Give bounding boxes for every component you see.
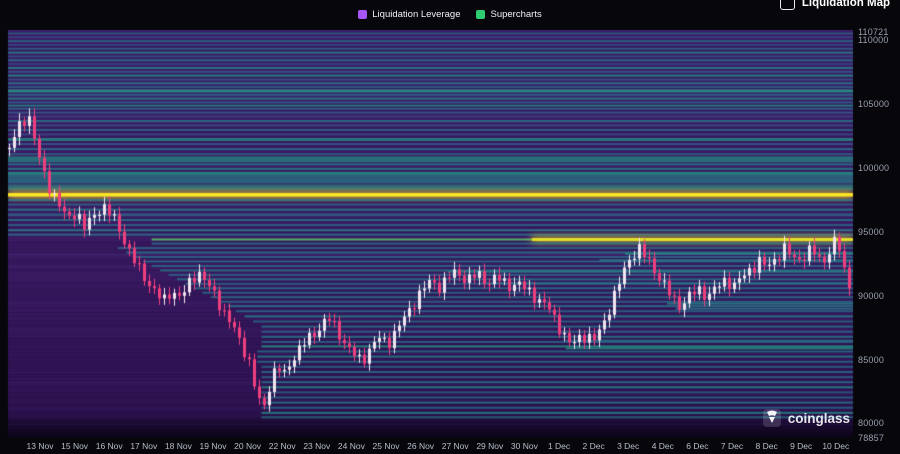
date-label: 17 Nov xyxy=(130,441,158,451)
date-label: 20 Nov xyxy=(234,441,262,451)
price-label: 80000 xyxy=(858,418,885,429)
price-label: 95000 xyxy=(858,226,885,237)
liquidation-map-label: Liquidation Map xyxy=(801,0,890,9)
date-label: 27 Nov xyxy=(441,441,469,451)
price-label: 78857 xyxy=(858,433,885,443)
date-label: 24 Nov xyxy=(337,441,365,451)
liquidation-map-toggle[interactable]: Liquidation Map xyxy=(779,0,890,10)
date-label: 8 Dec xyxy=(755,441,778,451)
coinglass-watermark: coinglass xyxy=(762,408,850,428)
date-label: 29 Nov xyxy=(476,441,504,451)
date-label: 4 Dec xyxy=(651,441,674,451)
date-label: 13 Nov xyxy=(26,441,54,451)
date-label: 7 Dec xyxy=(720,441,744,451)
date-label: 1 Dec xyxy=(547,441,571,451)
date-label: 22 Nov xyxy=(268,441,296,451)
checkbox-icon[interactable] xyxy=(779,0,795,10)
date-label: 16 Nov xyxy=(95,441,123,451)
date-label: 25 Nov xyxy=(372,441,400,451)
date-label: 6 Dec xyxy=(686,441,709,451)
coinglass-text: coinglass xyxy=(787,410,850,426)
date-label: 18 Nov xyxy=(164,441,192,451)
price-label: 85000 xyxy=(858,354,885,365)
date-label: 3 Dec xyxy=(617,441,640,451)
date-label: 26 Nov xyxy=(407,441,435,451)
price-label: 90000 xyxy=(858,290,885,301)
coinglass-logo-icon xyxy=(762,409,781,427)
date-label: 23 Nov xyxy=(303,441,331,451)
price-label: 100000 xyxy=(858,162,890,173)
price-label: 110721 xyxy=(858,27,889,37)
date-label: 2 Dec xyxy=(582,441,605,451)
price-label: 105000 xyxy=(858,99,890,110)
date-label: 9 Dec xyxy=(790,441,813,451)
date-label: 19 Nov xyxy=(199,441,227,451)
date-label: 10 Dec xyxy=(822,441,850,451)
price-label: 110000 xyxy=(858,35,889,46)
date-label: 30 Nov xyxy=(510,441,538,451)
date-label: 15 Nov xyxy=(61,441,89,451)
